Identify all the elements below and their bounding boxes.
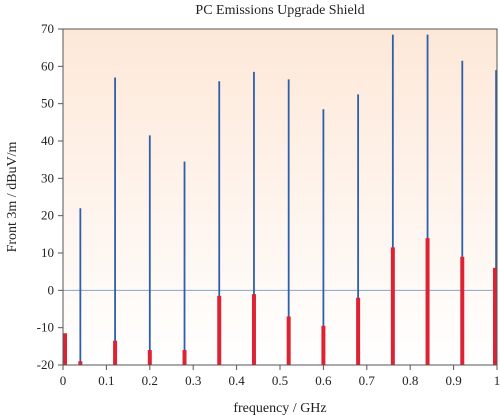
x-tick-label: 0.3 [185, 373, 201, 388]
y-tick-label: -10 [37, 320, 54, 335]
x-tick-label: 0.2 [142, 373, 158, 388]
x-tick-label: 0.1 [98, 373, 114, 388]
x-tick-label: 0.5 [272, 373, 288, 388]
bars-group [63, 34, 498, 365]
x-tick-label: 0 [60, 373, 67, 388]
x-tick-label: 0.4 [228, 373, 245, 388]
y-tick-label: 10 [41, 245, 54, 260]
x-tick-label: 0.6 [315, 373, 332, 388]
y-tick-label: 0 [48, 282, 55, 297]
y-tick-label: 30 [41, 170, 54, 185]
plot-area [63, 29, 497, 365]
y-tick-label: 70 [41, 21, 54, 36]
x-tick-label: 0.9 [445, 373, 461, 388]
y-tick-label: 50 [41, 96, 54, 111]
x-axis-title: frequency / GHz [233, 401, 326, 415]
y-axis: -20 -10 0 10 20 30 40 50 60 70 [37, 21, 63, 372]
x-tick-label: 0.7 [359, 373, 376, 388]
y-tick-label: 20 [41, 208, 54, 223]
y-tick-label: -20 [37, 357, 54, 372]
chart-title: PC Emissions Upgrade Shield [195, 3, 364, 18]
y-axis-title: Front 3m / dBuV/m [5, 141, 20, 252]
y-tick-label: 60 [41, 58, 54, 73]
x-tick-label: 0.8 [402, 373, 418, 388]
x-axis: 0 0.1 0.2 0.3 0.4 0.5 0.6 0.7 0.8 0.9 1 [60, 365, 500, 388]
x-tick-label: 1 [494, 373, 500, 388]
y-tick-label: 40 [41, 133, 54, 148]
